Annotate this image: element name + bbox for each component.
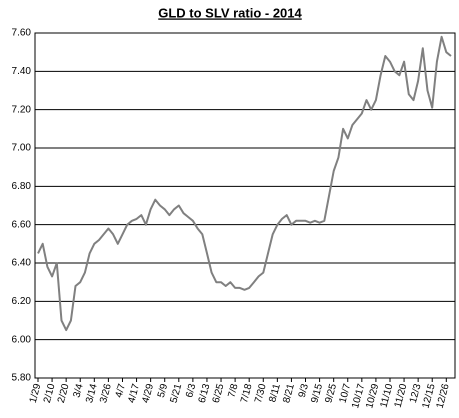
x-tick-label: 3/14: [84, 382, 100, 404]
x-tick-label: 6/25: [211, 382, 227, 404]
x-tick-label: 8/21: [281, 382, 297, 404]
x-tick-label: 12/3: [408, 382, 424, 404]
y-tick-label: 7.60: [12, 28, 32, 39]
y-tick-label: 6.60: [12, 219, 32, 230]
chart-title: GLD to SLV ratio - 2014: [158, 5, 302, 20]
x-tick-label: 7/8: [226, 382, 240, 399]
x-tick-label: 10/7: [338, 382, 354, 404]
y-tick-label: 6.80: [12, 181, 32, 192]
y-tick-label: 5.80: [12, 373, 32, 384]
x-tick-label: 5/21: [169, 382, 185, 404]
x-tick-label: 5/9: [156, 382, 170, 399]
y-tick-label: 7.40: [12, 66, 32, 77]
x-tick-label: 2/10: [42, 382, 58, 404]
x-tick-label: 8/11: [267, 382, 283, 403]
x-tick-label: 4/7: [114, 382, 128, 399]
y-tick-label: 6.40: [12, 258, 32, 269]
x-tick-label: 9/15: [309, 382, 325, 404]
plot-frame: [34, 32, 456, 379]
x-tick-label: 3/4: [71, 382, 85, 399]
x-tick-label: 7/30: [253, 382, 269, 404]
y-tick-label: 7.20: [12, 104, 32, 115]
y-tick-label: 7.00: [12, 143, 32, 154]
x-tick-label: 1/29: [28, 382, 44, 404]
x-tick-label: 4/29: [140, 382, 156, 404]
x-tick-label: 9/3: [297, 382, 311, 399]
data-line: [37, 35, 452, 332]
x-tick-label: 6/3: [184, 382, 198, 399]
x-tick-label: 3/26: [98, 382, 114, 404]
x-tick-label: 6/13: [197, 382, 213, 404]
x-tick-label: 7/18: [239, 382, 255, 404]
x-tick-label: 9/25: [323, 382, 339, 404]
x-tick-label: 2/20: [56, 382, 72, 404]
y-tick-label: 6.00: [12, 334, 32, 345]
x-tick-label: 4/17: [126, 382, 142, 404]
y-tick-label: 6.20: [12, 296, 32, 307]
